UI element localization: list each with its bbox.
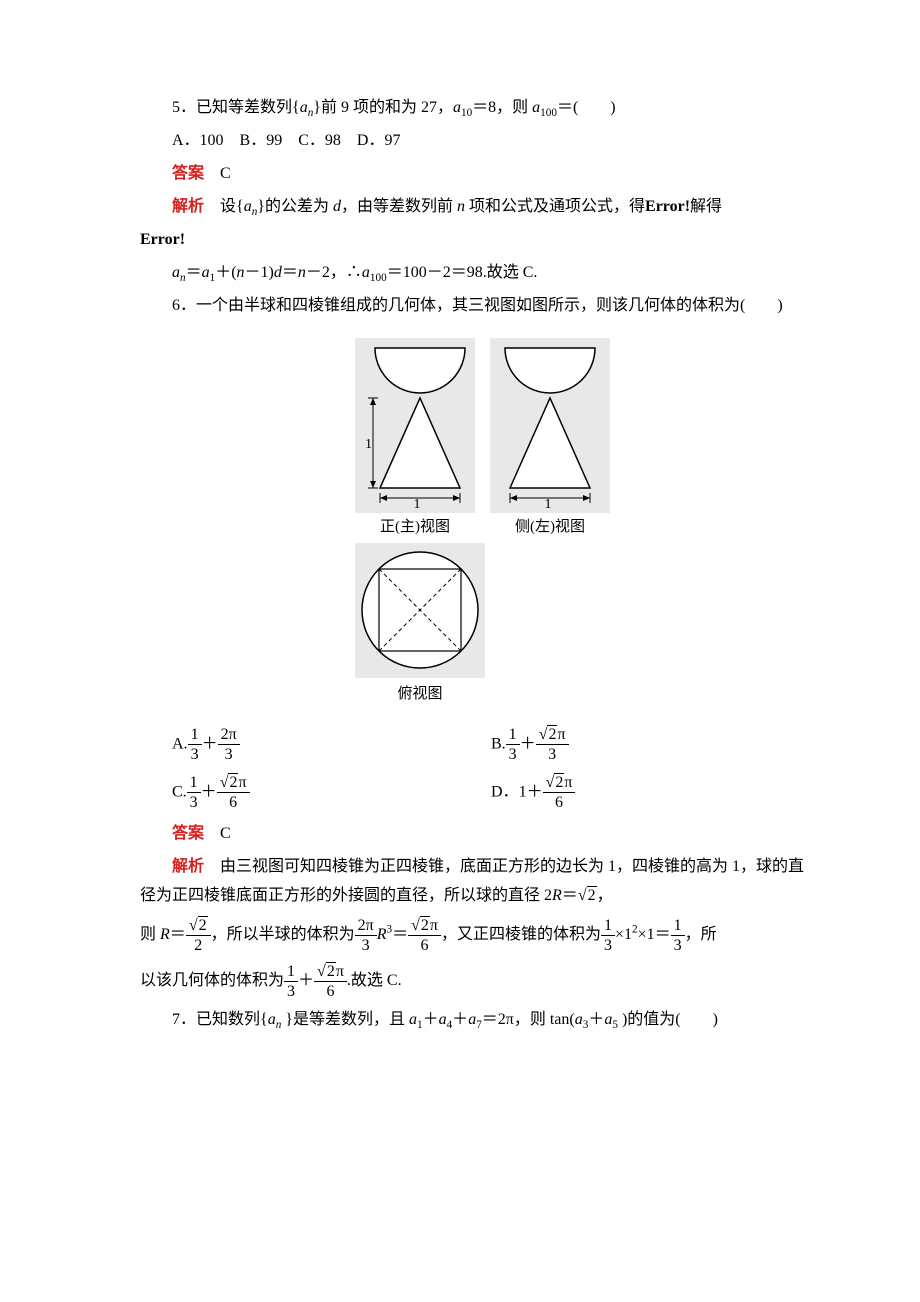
- label-top: 俯视图: [397, 685, 442, 702]
- q6-explain-1: 解析 由三视图可知四棱锥为正四棱锥，底面正方形的边长为 1，四棱锥的高为 1，球…: [140, 853, 810, 911]
- q5-explain-3: an＝a1＋(n－1)d＝n－2，∴a100＝100－2＝98.故选 C.: [140, 259, 810, 288]
- q5-explain-1: 解析 设{an}的公差为 d，由等差数列前 n 项和公式及通项公式，得Error…: [140, 193, 810, 222]
- dim-base-2: 1: [545, 497, 552, 512]
- q6-options-row2: C.13＋√2π6 D．1＋√2π6: [172, 773, 810, 812]
- q6-explain-3: 以该几何体的体积为13＋√2π6.故选 C.: [140, 960, 810, 1002]
- q6-optA: A.13＋2π3: [172, 725, 491, 764]
- label-front: 正(主)视图: [380, 518, 450, 535]
- q7-stem: 7．已知数列{an }是等差数列，且 a1＋a4＋a7＝2π，则 tan(a3＋…: [140, 1006, 810, 1035]
- q6-answer: 答案 C: [140, 820, 810, 849]
- q5-explain-2: Error!: [140, 226, 810, 255]
- q6-figure: 1 1 正(主)视图 1 侧(左)视图 俯视图: [140, 333, 810, 713]
- dim-height: 1: [365, 437, 372, 452]
- dim-base-1: 1: [414, 497, 421, 512]
- q5-answer: 答案 C: [140, 160, 810, 189]
- q6-stem: 6．一个由半球和四棱锥组成的几何体，其三视图如图所示，则该几何体的体积为( ): [140, 292, 810, 321]
- q6-optD: D．1＋√2π6: [491, 773, 810, 812]
- q5-stem: 5．已知等差数列{an}前 9 项的和为 27，a10＝8，则 a100＝( ): [140, 94, 810, 123]
- q6-optB: B.13＋√2π3: [491, 725, 810, 764]
- q6-explain-2: 则 R＝√22，所以半球的体积为2π3R3＝√2π6，又正四棱锥的体积为13×1…: [140, 914, 810, 956]
- three-views-svg: 1 1 正(主)视图 1 侧(左)视图 俯视图: [335, 333, 615, 713]
- q5-options: A．100 B．99 C．98 D．97: [140, 127, 810, 156]
- q6-optC: C.13＋√2π6: [172, 773, 491, 812]
- label-side: 侧(左)视图: [515, 518, 585, 535]
- q6-options-row1: A.13＋2π3 B.13＋√2π3: [172, 725, 810, 764]
